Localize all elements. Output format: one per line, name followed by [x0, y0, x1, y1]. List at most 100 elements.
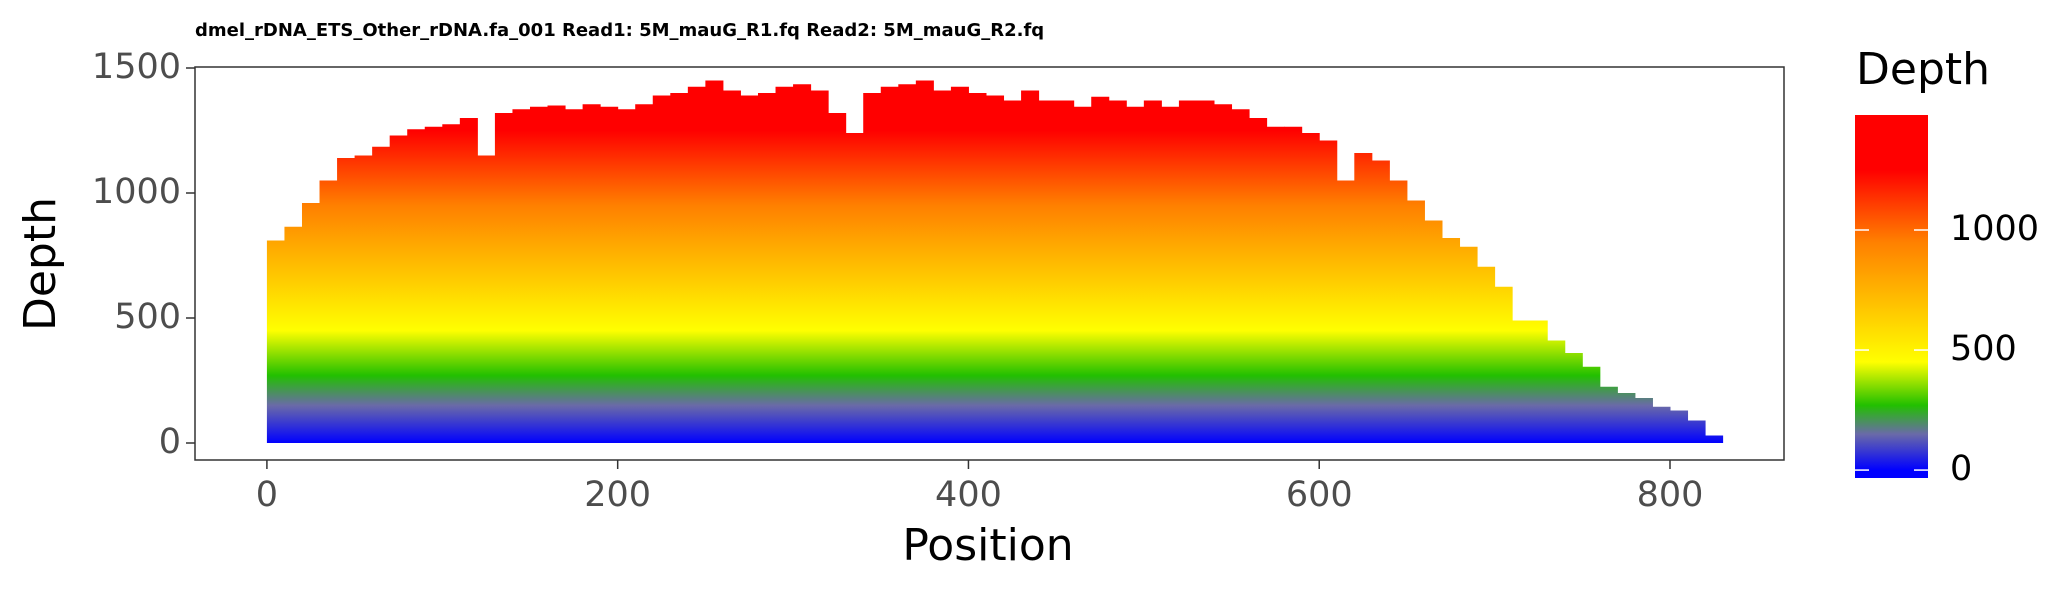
bar — [1634, 398, 1653, 443]
bar — [1354, 153, 1373, 443]
bar — [284, 226, 303, 443]
chart-title: dmel_rDNA_ETS_Other_rDNA.fa_001 Read1: 5… — [195, 20, 1044, 41]
bar — [775, 86, 794, 443]
bar — [529, 106, 549, 443]
bar — [565, 109, 584, 443]
bar — [863, 93, 882, 443]
bar — [1196, 100, 1215, 443]
bar — [1652, 406, 1671, 443]
bar — [898, 84, 917, 443]
bar — [459, 118, 478, 443]
bar — [407, 129, 426, 443]
bar — [1424, 220, 1443, 443]
y-tick-label: 1500 — [92, 47, 181, 87]
bar — [1073, 106, 1092, 443]
bar — [1213, 104, 1233, 443]
plot-border — [194, 66, 1785, 461]
bar — [424, 126, 443, 443]
bar — [1529, 320, 1548, 443]
bar — [880, 86, 899, 443]
bar — [828, 113, 847, 443]
bar — [372, 146, 391, 443]
bar — [915, 80, 934, 443]
bar — [1599, 386, 1618, 443]
bar — [1126, 106, 1145, 443]
bar — [266, 240, 285, 443]
bar — [757, 93, 777, 443]
colorbar — [1855, 115, 1928, 478]
bar — [810, 90, 829, 443]
y-tick-label: 0 — [159, 422, 181, 462]
bar — [1301, 133, 1320, 443]
bar — [740, 95, 759, 443]
bar — [722, 90, 741, 443]
legend-title: Depth — [1856, 44, 1990, 95]
bar — [600, 106, 619, 443]
colorbar-label: 1000 — [1950, 209, 2039, 249]
bar — [477, 155, 496, 443]
bar — [1056, 100, 1075, 443]
bar — [1284, 126, 1303, 443]
bar — [1021, 90, 1040, 443]
bar — [1266, 126, 1285, 443]
bar — [337, 158, 356, 443]
bar — [652, 95, 671, 443]
bar — [1512, 320, 1531, 443]
bar — [354, 155, 373, 443]
bar — [1143, 100, 1162, 443]
bar — [687, 86, 706, 443]
bar — [1371, 160, 1390, 443]
bar — [985, 95, 1005, 443]
bar — [1441, 238, 1461, 443]
bar — [950, 86, 969, 443]
bar — [933, 90, 952, 443]
bar — [1494, 286, 1513, 443]
bar — [1582, 366, 1601, 443]
bar — [1091, 96, 1110, 443]
bar — [582, 104, 601, 443]
bar — [617, 109, 636, 443]
bar — [1319, 140, 1338, 443]
y-axis-label: Depth — [15, 197, 66, 331]
bar — [1669, 410, 1689, 443]
x-tick-label: 400 — [935, 475, 1002, 515]
bar — [1108, 100, 1127, 443]
bar — [1564, 353, 1583, 443]
bar — [442, 124, 461, 443]
bar — [301, 203, 321, 443]
bar — [547, 105, 566, 443]
bar — [1249, 118, 1268, 443]
colorbar-label: 0 — [1950, 449, 1972, 489]
bar — [1038, 100, 1057, 443]
bar — [1231, 109, 1250, 443]
bar — [1336, 180, 1355, 443]
bar — [1003, 100, 1022, 443]
bar — [512, 109, 531, 443]
x-tick-label: 0 — [256, 475, 278, 515]
bar — [1178, 100, 1197, 443]
bar — [670, 93, 689, 443]
y-tick-label: 1000 — [92, 172, 181, 212]
bar — [1617, 393, 1636, 443]
bar — [494, 113, 513, 443]
bar — [1477, 266, 1496, 443]
bar — [968, 93, 987, 443]
x-tick-label: 600 — [1286, 475, 1353, 515]
bar — [1547, 340, 1566, 443]
bar — [1687, 420, 1706, 443]
bar — [319, 180, 338, 443]
bar — [389, 135, 408, 443]
bar — [705, 80, 724, 443]
x-axis-label: Position — [902, 520, 1073, 571]
colorbar-label: 500 — [1950, 329, 2017, 369]
y-tick-label: 500 — [114, 297, 181, 337]
bar — [635, 104, 654, 443]
bar — [1389, 180, 1408, 443]
bar — [1161, 106, 1180, 443]
x-tick-label: 800 — [1637, 475, 1704, 515]
bar — [1459, 246, 1478, 443]
bar — [1705, 435, 1724, 443]
bar — [845, 133, 864, 443]
bar — [793, 84, 812, 443]
